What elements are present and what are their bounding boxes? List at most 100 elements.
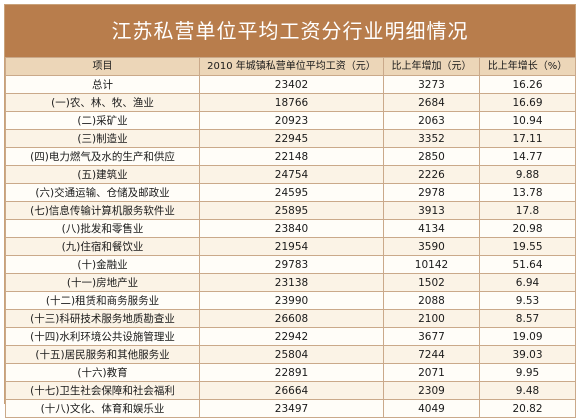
cell-avg-wage: 24754 [199,165,384,184]
cell-avg-wage: 23497 [199,399,384,418]
cell-item: (二)采矿业 [5,111,200,130]
table-row: (三)制造业 22945 3352 17.11 [5,129,576,148]
cell-increase: 2088 [383,291,480,310]
cell-item: (十六)教育 [5,363,200,382]
cell-item: (八)批发和零售业 [5,219,200,238]
header-row: 项目 2010 年城镇私营单位平均工资（元） 比上年增加（元） 比上年增长（%） [5,57,576,76]
cell-growth: 17.11 [479,129,576,148]
cell-growth: 9.48 [479,381,576,400]
cell-avg-wage: 20923 [199,111,384,130]
cell-item: (七)信息传输计算机服务软件业 [5,201,200,220]
table-body: 总计 23402 3273 16.26 (一)农、林、牧、渔业 18766 2684 16.6… [5,75,576,418]
cell-growth: 20.82 [479,399,576,418]
header-item: 项目 [5,57,200,76]
cell-item: (十三)科研技术服务地质勘查业 [5,309,200,328]
cell-increase: 3273 [383,75,480,94]
cell-item: (十五)居民服务和其他服务业 [5,345,200,364]
cell-item: (一)农、林、牧、渔业 [5,93,200,112]
table-row: (二)采矿业 20923 2063 10.94 [5,111,576,130]
table-row: 总计 23402 3273 16.26 [5,75,576,94]
cell-increase: 2063 [383,111,480,130]
header-growth: 比上年增长（%） [479,57,576,76]
cell-growth: 10.94 [479,111,576,130]
cell-item: (九)住宿和餐饮业 [5,237,200,256]
cell-growth: 17.8 [479,201,576,220]
cell-growth: 20.98 [479,219,576,238]
cell-avg-wage: 23840 [199,219,384,238]
cell-item: (十二)租赁和商务服务业 [5,291,200,310]
cell-item: (三)制造业 [5,129,200,148]
cell-avg-wage: 22942 [199,327,384,346]
cell-growth: 9.53 [479,291,576,310]
cell-growth: 6.94 [479,273,576,292]
cell-increase: 2226 [383,165,480,184]
cell-item: (十)金融业 [5,255,200,274]
table-title: 江苏私营单位平均工资分行业明细情况 [5,5,575,57]
cell-increase: 10142 [383,255,480,274]
cell-avg-wage: 23402 [199,75,384,94]
table-frame: 江苏私营单位平均工资分行业明细情况 项目 2010 年城镇私营单位平均工资（元）… [4,4,576,418]
cell-increase: 1502 [383,273,480,292]
cell-avg-wage: 24595 [199,183,384,202]
table-row: (九)住宿和餐饮业 21954 3590 19.55 [5,237,576,256]
table-row: (十三)科研技术服务地质勘查业 26608 2100 8.57 [5,309,576,328]
cell-growth: 51.64 [479,255,576,274]
cell-avg-wage: 26664 [199,381,384,400]
cell-growth: 9.95 [479,363,576,382]
table-row: (十五)居民服务和其他服务业 25804 7244 39.03 [5,345,576,364]
cell-increase: 2978 [383,183,480,202]
cell-avg-wage: 26608 [199,309,384,328]
cell-increase: 2850 [383,147,480,166]
table-row: (十二)租赁和商务服务业 23990 2088 9.53 [5,291,576,310]
cell-growth: 14.77 [479,147,576,166]
cell-item: (十八)文化、体育和娱乐业 [5,399,200,418]
cell-growth: 19.55 [479,237,576,256]
cell-increase: 2309 [383,381,480,400]
cell-avg-wage: 23990 [199,291,384,310]
header-increase: 比上年增加（元） [383,57,480,76]
cell-avg-wage: 23138 [199,273,384,292]
cell-avg-wage: 25895 [199,201,384,220]
cell-growth: 16.69 [479,93,576,112]
cell-growth: 39.03 [479,345,576,364]
cell-growth: 16.26 [479,75,576,94]
table-row: (十八)文化、体育和娱乐业 23497 4049 20.82 [5,399,576,418]
table-row: (七)信息传输计算机服务软件业 25895 3913 17.8 [5,201,576,220]
cell-increase: 2684 [383,93,480,112]
cell-avg-wage: 21954 [199,237,384,256]
cell-increase: 4134 [383,219,480,238]
cell-avg-wage: 22148 [199,147,384,166]
cell-item: (四)电力燃气及水的生产和供应 [5,147,200,166]
cell-avg-wage: 18766 [199,93,384,112]
cell-avg-wage: 22891 [199,363,384,382]
cell-increase: 2071 [383,363,480,382]
table-row: (十)金融业 29783 10142 51.64 [5,255,576,274]
cell-item: (十四)水利环境公共设施管理业 [5,327,200,346]
cell-increase: 7244 [383,345,480,364]
table-row: (十四)水利环境公共设施管理业 22942 3677 19.09 [5,327,576,346]
table-row: (十七)卫生社会保障和社会福利 26664 2309 9.48 [5,381,576,400]
cell-growth: 13.78 [479,183,576,202]
cell-growth: 9.88 [479,165,576,184]
header-avg-wage: 2010 年城镇私营单位平均工资（元） [199,57,384,76]
table-row: (四)电力燃气及水的生产和供应 22148 2850 14.77 [5,147,576,166]
cell-increase: 3913 [383,201,480,220]
cell-item: (十一)房地产业 [5,273,200,292]
table-row: (六)交通运输、仓储及邮政业 24595 2978 13.78 [5,183,576,202]
table-row: (一)农、林、牧、渔业 18766 2684 16.69 [5,93,576,112]
cell-growth: 8.57 [479,309,576,328]
wage-table: 项目 2010 年城镇私营单位平均工资（元） 比上年增加（元） 比上年增长（%）… [5,57,576,418]
cell-increase: 3352 [383,129,480,148]
cell-increase: 4049 [383,399,480,418]
cell-item: 总计 [5,75,200,94]
cell-item: (五)建筑业 [5,165,200,184]
cell-avg-wage: 29783 [199,255,384,274]
cell-increase: 2100 [383,309,480,328]
cell-increase: 3677 [383,327,480,346]
cell-avg-wage: 22945 [199,129,384,148]
table-row: (八)批发和零售业 23840 4134 20.98 [5,219,576,238]
cell-growth: 19.09 [479,327,576,346]
cell-avg-wage: 25804 [199,345,384,364]
cell-increase: 3590 [383,237,480,256]
cell-item: (六)交通运输、仓储及邮政业 [5,183,200,202]
